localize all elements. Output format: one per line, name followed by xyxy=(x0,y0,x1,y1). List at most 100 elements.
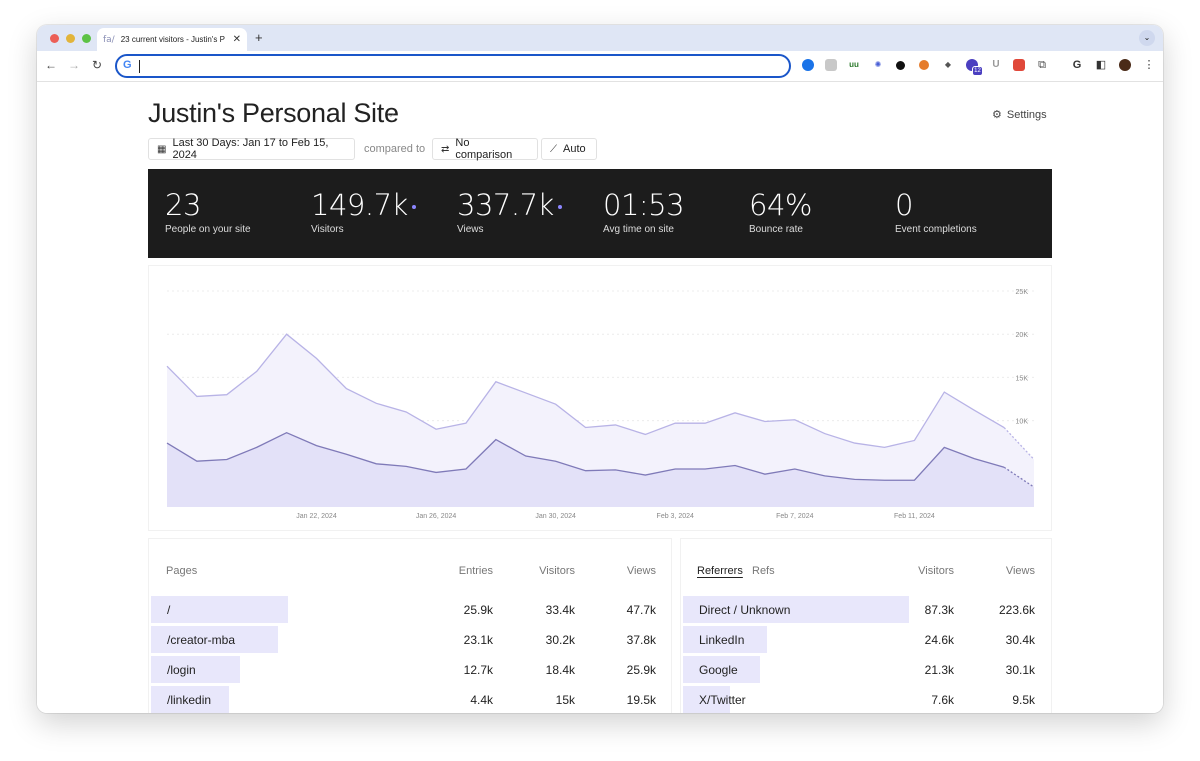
browser-window: fa/ 23 current visitors - Justin's P ✕ +… xyxy=(37,25,1163,713)
referrer-name[interactable]: X/Twitter xyxy=(699,693,746,707)
cell-views: 25.9k xyxy=(626,663,656,677)
page-path[interactable]: /linkedin xyxy=(167,693,212,707)
close-tab-icon[interactable]: ✕ xyxy=(232,34,241,45)
stats-bar: 23 People on your site 149.7k Visitors 3… xyxy=(148,169,1052,258)
page-path[interactable]: /login xyxy=(167,663,196,677)
extension-dark-icon[interactable] xyxy=(896,61,905,70)
extension-green-icon[interactable]: uu xyxy=(848,59,860,71)
date-range-picker[interactable]: ▦ Last 30 Days: Jan 17 to Feb 15, 2024 xyxy=(148,137,355,161)
pages-heading: Pages xyxy=(166,565,198,577)
title-bar: fa/ 23 current visitors - Justin's P ✕ +… xyxy=(37,25,1163,51)
table-row[interactable]: /linkedin 4.4k 15k 19.5k xyxy=(151,686,673,713)
close-window-button[interactable] xyxy=(50,34,59,43)
y-tick-label: 15K xyxy=(1016,375,1029,382)
table-row[interactable]: /login 12.7k 18.4k 25.9k xyxy=(151,656,673,683)
browser-toolbar: ← → ↻ G uu ✺ ◆ 12 U ⧉ G ◧ ⋮ xyxy=(37,51,1163,82)
x-tick-label: Jan 30, 2024 xyxy=(535,513,576,520)
cell-visitors: 30.2k xyxy=(545,633,575,647)
granularity-label: Auto xyxy=(563,143,586,155)
referrer-name[interactable]: Google xyxy=(699,663,738,677)
stat-value: 23 xyxy=(165,188,201,222)
cell-visitors: 18.4k xyxy=(545,663,575,677)
compare-arrows-icon: ⇄ xyxy=(441,143,450,155)
cell-views: 9.5k xyxy=(1012,693,1035,707)
browser-tab[interactable]: fa/ 23 current visitors - Justin's P ✕ xyxy=(97,28,247,51)
tab-refs[interactable]: Refs xyxy=(752,565,775,577)
stat-avg-time[interactable]: 01:53 Avg time on site xyxy=(603,188,685,235)
x-tick-label: Jan 22, 2024 xyxy=(296,513,337,520)
stat-visitors[interactable]: 149.7k Visitors xyxy=(311,188,416,235)
analytics-page: Justin's Personal Site ⌵ ⚙ Settings ▦ La… xyxy=(37,82,1163,713)
page-path[interactable]: / xyxy=(167,603,171,617)
text-caret xyxy=(139,60,140,73)
tab-favicon-icon: fa/ xyxy=(103,34,115,45)
stat-label: Avg time on site xyxy=(603,224,674,235)
google-icon: G xyxy=(123,59,132,71)
profile-avatar-icon[interactable] xyxy=(1119,59,1131,71)
side-panel-icon[interactable]: ◧ xyxy=(1095,59,1107,71)
extension-blue-icon[interactable] xyxy=(802,59,814,71)
table-row[interactable]: LinkedIn 24.6k 30.4k xyxy=(683,626,1053,653)
back-arrow-icon[interactable]: ← xyxy=(45,58,57,72)
calendar-icon: ▦ xyxy=(157,143,167,155)
table-row[interactable]: Direct / Unknown 87.3k 223.6k xyxy=(683,596,1053,623)
extension-gear-icon[interactable]: ✺ xyxy=(872,59,884,71)
cell-views: 223.6k xyxy=(998,603,1035,617)
page-path[interactable]: /creator-mba xyxy=(167,633,236,647)
col-views[interactable]: Views xyxy=(626,565,656,577)
col-visitors[interactable]: Visitors xyxy=(539,565,575,577)
cell-visitors: 15k xyxy=(555,693,575,707)
extension-red-icon[interactable] xyxy=(1013,59,1025,71)
cell-entries: 23.1k xyxy=(463,633,493,647)
granularity-picker[interactable]: ⟋ Auto xyxy=(541,138,597,160)
table-row[interactable]: Google 21.3k 30.1k xyxy=(683,656,1053,683)
col-visitors[interactable]: Visitors xyxy=(918,565,954,577)
comparison-label: No comparison xyxy=(455,137,513,161)
extension-u-icon[interactable]: U xyxy=(990,59,1002,71)
stat-value: 01:53 xyxy=(603,188,685,222)
referrer-name[interactable]: LinkedIn xyxy=(699,633,745,647)
stat-live-visitors[interactable]: 23 People on your site xyxy=(165,188,251,235)
stat-views[interactable]: 337.7k Views xyxy=(457,188,562,235)
table-row[interactable]: / 25.9k 33.4k 47.7k xyxy=(151,596,673,623)
series-indicator-icon xyxy=(411,205,416,209)
pages-panel: Pages Entries Visitors Views / 25.9k 33.4k… xyxy=(148,538,672,713)
site-switcher-chevron-icon[interactable]: ⌵ xyxy=(387,109,395,120)
new-tab-button[interactable]: + xyxy=(255,30,263,45)
cell-entries: 25.9k xyxy=(463,603,493,617)
col-views[interactable]: Views xyxy=(1005,565,1035,577)
cell-visitors: 87.3k xyxy=(924,603,954,617)
share-bar xyxy=(151,626,279,653)
x-tick-label: Jan 26, 2024 xyxy=(416,513,457,520)
stat-event-completions[interactable]: 0 Event completions xyxy=(895,188,977,235)
settings-button[interactable]: ⚙ Settings xyxy=(992,108,1047,122)
x-tick-label: Feb 11, 2024 xyxy=(894,513,935,520)
col-entries[interactable]: Entries xyxy=(458,565,493,577)
address-bar[interactable]: G xyxy=(115,54,791,78)
stat-value: 0 xyxy=(895,188,913,222)
comparison-picker[interactable]: ⇄ No comparison xyxy=(432,137,538,161)
extension-orange-icon[interactable] xyxy=(919,60,929,70)
extension-stack-icon[interactable]: ◆ xyxy=(942,59,954,71)
extensions-puzzle-icon[interactable]: ⧉ xyxy=(1036,59,1048,71)
table-row[interactable]: /creator-mba 23.1k 30.2k 37.8k xyxy=(151,626,673,653)
google-account-icon[interactable]: G xyxy=(1071,59,1083,71)
referrer-name[interactable]: Direct / Unknown xyxy=(699,603,791,617)
minimize-window-button[interactable] xyxy=(66,34,75,43)
stat-value: 64% xyxy=(749,188,812,222)
tab-search-button[interactable]: ⌄ xyxy=(1139,30,1155,46)
window-controls xyxy=(50,34,91,43)
browser-menu-icon[interactable]: ⋮ xyxy=(1143,59,1155,71)
settings-icon: ⚙ xyxy=(992,109,1002,121)
extension-gray-icon[interactable] xyxy=(825,59,837,71)
forward-arrow-icon[interactable]: → xyxy=(68,58,80,72)
table-row[interactable]: X/Twitter 7.6k 9.5k xyxy=(683,686,1053,713)
cell-views: 30.4k xyxy=(1005,633,1035,647)
stat-bounce-rate[interactable]: 64% Bounce rate xyxy=(749,188,812,235)
site-title[interactable]: Justin's Personal Site xyxy=(148,98,399,128)
zoom-window-button[interactable] xyxy=(82,34,91,43)
reload-icon[interactable]: ↻ xyxy=(91,58,103,72)
tab-referrers[interactable]: Referrers xyxy=(697,565,743,577)
cell-visitors: 33.4k xyxy=(545,603,575,617)
